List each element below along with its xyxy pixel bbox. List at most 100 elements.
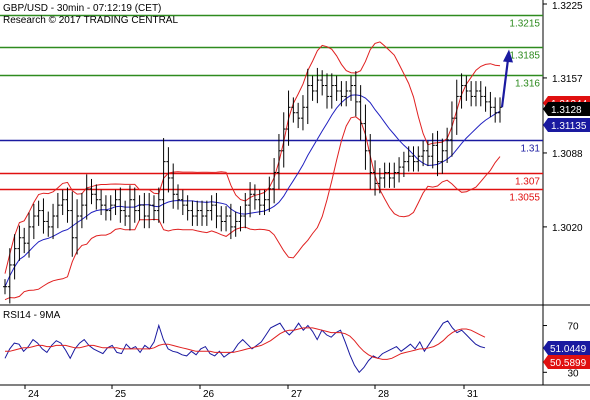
price-bar: [387, 162, 392, 188]
price-bar: [440, 138, 445, 174]
price-bar: [262, 189, 267, 216]
price-bar: [286, 90, 291, 146]
price-bar: [272, 158, 277, 204]
price-bar: [180, 189, 185, 216]
time-axis: 24 25 26 27 28 31: [24, 385, 479, 400]
price-bar: [257, 189, 262, 216]
price-bar: [166, 147, 171, 193]
price-bar: [248, 182, 253, 218]
price-bar: [449, 101, 454, 157]
price-bar: [252, 184, 257, 210]
price-bar: [22, 227, 27, 254]
price-bar: [349, 75, 354, 101]
y-tick-label: 1.3225: [552, 1, 583, 12]
price-bar: [493, 97, 498, 123]
price-bar: [151, 195, 156, 221]
x-tick-label: 24: [28, 389, 40, 400]
price-bar: [498, 97, 502, 123]
price-bar: [161, 138, 166, 224]
price-bar: [219, 206, 224, 232]
price-bar: [46, 211, 51, 237]
rsi-tick-label: 70: [567, 322, 579, 333]
price-bar: [296, 102, 301, 129]
price-bar: [329, 73, 334, 109]
price-bar: [55, 192, 60, 229]
x-tick-label: 27: [291, 389, 303, 400]
price-bar: [373, 160, 378, 196]
price-bar: [7, 248, 12, 304]
price-bar: [406, 146, 411, 172]
rsi-value-tag: [543, 355, 590, 369]
price-bar: [89, 178, 94, 205]
price-bar: [65, 187, 70, 223]
price-bar: [320, 70, 325, 96]
price-bar: [123, 200, 128, 226]
price-bar: [233, 211, 238, 237]
level-label: 1.31: [521, 144, 541, 155]
price-bar: [171, 163, 176, 209]
price-bar: [238, 206, 243, 232]
rsi-value-label: 51.0449: [550, 344, 587, 355]
rsi-tick-label: 30: [567, 368, 579, 379]
price-bar: [464, 75, 469, 101]
forecast-arrow-head: [503, 49, 513, 63]
copyright-text: Research © 2017 TRADING CENTRAL: [3, 15, 178, 26]
level-label: 1.3215: [509, 19, 540, 30]
x-tick-label: 26: [203, 389, 215, 400]
price-bar: [425, 140, 430, 167]
price-tag: [543, 118, 590, 132]
price-bar: [156, 187, 161, 223]
chart-title: GBP/USD - 30min - 07:12:19 (CET): [3, 3, 161, 14]
rsi-signal-line: [5, 327, 486, 360]
price-bar: [353, 71, 358, 117]
x-tick-label: 31: [467, 389, 479, 400]
price-bar: [41, 198, 46, 234]
price-bar: [430, 133, 435, 169]
price-bar: [103, 195, 108, 221]
price-bar: [176, 184, 181, 210]
y-tick-label: 1.3088: [552, 149, 583, 160]
moving-average-line: [4, 94, 501, 287]
price-bar: [70, 191, 75, 257]
price-bar: [79, 192, 84, 229]
price-bar: [27, 212, 32, 258]
rsi-panel: RSI14 - 9MA 70 30 51.0449 50.5899: [0, 305, 590, 386]
price-bar: [300, 95, 305, 131]
level-label: 1.307: [515, 177, 540, 188]
bollinger-upper-line: [4, 41, 501, 274]
price-bar: [392, 162, 397, 188]
price-bar: [267, 176, 272, 212]
price-bar: [204, 200, 209, 226]
level-label: 1.3055: [509, 193, 540, 204]
price-bar: [94, 184, 99, 210]
price-bar: [445, 127, 450, 163]
price-bar: [51, 203, 56, 240]
price-bar: [147, 192, 152, 229]
price-bar: [368, 134, 373, 190]
price-bar: [397, 157, 402, 183]
price-bar: [473, 81, 478, 107]
price-bar: [36, 200, 41, 226]
price-bar: [142, 192, 147, 229]
price-bar: [483, 86, 488, 112]
rsi-line: [4, 320, 486, 374]
price-bar: [478, 81, 483, 107]
x-tick-label: 25: [115, 389, 127, 400]
price-bar: [200, 200, 205, 226]
price-bar: [401, 151, 406, 177]
price-bar: [137, 195, 142, 221]
price-bar: [324, 73, 329, 109]
rsi-value-tag: [543, 341, 590, 355]
price-bar: [84, 174, 89, 220]
price-bar: [12, 234, 17, 280]
price-bar: [190, 200, 195, 226]
level-label: 1.3185: [509, 51, 540, 62]
price-bar: [363, 104, 368, 170]
price-bar: [416, 146, 421, 172]
price-bar: [195, 200, 200, 226]
x-tick-label: 28: [378, 389, 390, 400]
price-bar: [31, 203, 36, 240]
price-panel: 1.3215 1.3185 1.316 1.31 1.307 1.3055 1.3225 1…: [0, 0, 590, 306]
price-bar: [118, 187, 123, 223]
